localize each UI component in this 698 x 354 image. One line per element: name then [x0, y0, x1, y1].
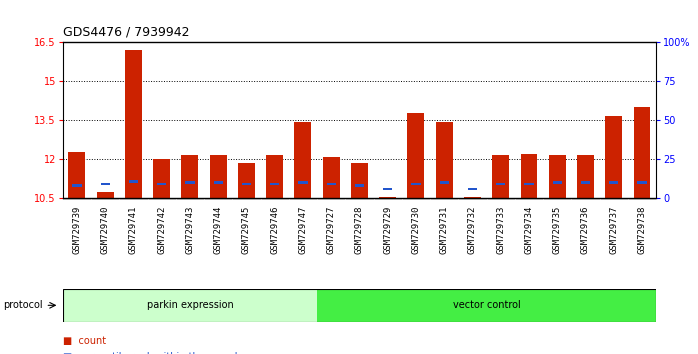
Text: GSM729741: GSM729741 — [129, 205, 138, 254]
Bar — [492, 155, 510, 198]
Text: GSM729742: GSM729742 — [157, 205, 166, 254]
Bar — [327, 183, 336, 185]
Bar — [436, 122, 453, 198]
Bar — [295, 122, 311, 198]
Bar — [581, 181, 590, 184]
Text: vector control: vector control — [453, 300, 521, 310]
Text: GSM729728: GSM729728 — [355, 205, 364, 254]
Text: GSM729729: GSM729729 — [383, 205, 392, 254]
Text: GSM729744: GSM729744 — [214, 205, 223, 254]
Bar — [637, 181, 646, 184]
Text: protocol: protocol — [3, 300, 43, 310]
Bar — [468, 188, 477, 190]
Text: parkin expression: parkin expression — [147, 300, 233, 310]
Text: GSM729733: GSM729733 — [496, 205, 505, 254]
Text: GSM729734: GSM729734 — [524, 205, 533, 254]
Text: GSM729747: GSM729747 — [299, 205, 307, 254]
Bar — [68, 152, 85, 198]
Text: GDS4476 / 7939942: GDS4476 / 7939942 — [63, 26, 189, 39]
Text: GSM729739: GSM729739 — [73, 205, 82, 254]
Bar — [125, 50, 142, 198]
Bar — [577, 155, 594, 198]
Bar — [270, 183, 279, 185]
Text: ■  count: ■ count — [63, 336, 106, 346]
Bar — [185, 181, 195, 184]
Bar — [408, 113, 424, 198]
Bar — [609, 181, 618, 184]
Bar — [605, 116, 622, 198]
Bar — [73, 184, 82, 187]
Bar — [383, 188, 392, 190]
Bar — [355, 184, 364, 187]
Bar — [549, 155, 565, 198]
Bar — [242, 183, 251, 185]
Text: GSM729743: GSM729743 — [186, 205, 195, 254]
Text: GSM729727: GSM729727 — [327, 205, 336, 254]
Text: GSM729732: GSM729732 — [468, 205, 477, 254]
Bar — [238, 163, 255, 198]
Bar — [496, 183, 505, 185]
Bar — [214, 181, 223, 184]
Bar — [97, 192, 114, 198]
Bar — [411, 183, 421, 185]
Bar — [524, 183, 534, 185]
Bar — [553, 181, 562, 184]
Text: GSM729738: GSM729738 — [637, 205, 646, 254]
Bar — [317, 289, 656, 322]
Text: GSM729746: GSM729746 — [270, 205, 279, 254]
Text: GSM729731: GSM729731 — [440, 205, 449, 254]
Bar — [521, 154, 537, 198]
Bar — [634, 107, 651, 198]
Bar — [181, 155, 198, 198]
Text: ■  percentile rank within the sample: ■ percentile rank within the sample — [63, 352, 244, 354]
Text: GSM729736: GSM729736 — [581, 205, 590, 254]
Bar — [101, 183, 110, 185]
Bar — [379, 197, 396, 198]
Bar — [129, 180, 138, 183]
Text: GSM729740: GSM729740 — [101, 205, 110, 254]
Bar — [440, 181, 449, 184]
Bar — [209, 155, 227, 198]
Bar — [322, 157, 340, 198]
Text: GSM729735: GSM729735 — [553, 205, 562, 254]
Bar — [266, 155, 283, 198]
Bar — [154, 159, 170, 198]
Text: GSM729745: GSM729745 — [242, 205, 251, 254]
Bar — [464, 197, 481, 198]
Bar — [157, 183, 166, 185]
Bar — [63, 289, 317, 322]
Bar — [351, 163, 368, 198]
Text: GSM729730: GSM729730 — [412, 205, 420, 254]
Bar — [298, 181, 308, 184]
Text: GSM729737: GSM729737 — [609, 205, 618, 254]
